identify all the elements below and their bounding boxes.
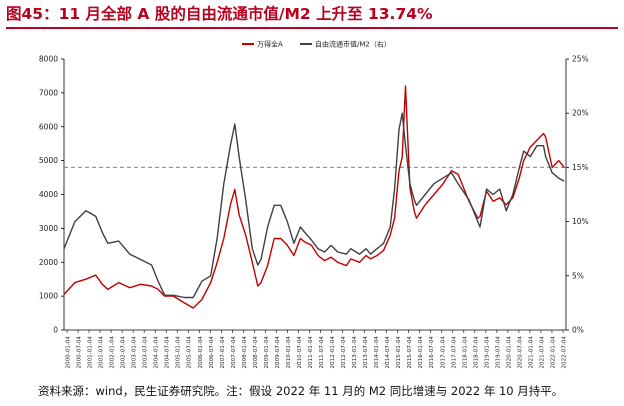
left-tick-label: 7000	[39, 88, 58, 97]
title-underline	[6, 27, 618, 29]
x-tick-label: 2020-01-04	[506, 336, 512, 369]
x-tick-label: 2004-07-04	[165, 336, 171, 369]
x-tick-label: 2011-01-04	[308, 336, 314, 369]
right-tick-label: 0%	[572, 326, 584, 335]
x-tick-label: 2007-07-04	[231, 336, 237, 369]
x-tick-label: 2015-07-04	[407, 336, 413, 369]
x-tick-label: 2003-01-04	[132, 336, 138, 369]
right-tick-label: 5%	[572, 271, 584, 280]
legend: 万得全A 自由流通市值/M2（右）	[242, 40, 391, 49]
series-lines	[63, 85, 565, 309]
x-tick-label: 2001-01-04	[88, 336, 94, 369]
left-tick-label: 4000	[39, 190, 58, 199]
axes: 0 1000 2000 3000 4000 5000 6000 7000 8000 0% 5% 10%…	[39, 55, 589, 369]
x-tick-label: 2018-07-04	[473, 336, 479, 369]
x-tick-label: 2016-07-04	[429, 336, 435, 369]
x-tick-label: 2021-01-04	[528, 336, 534, 369]
x-tick-label: 2022-01-04	[550, 336, 556, 369]
left-tick-label: 8000	[39, 55, 58, 64]
x-tick-label: 2021-07-04	[539, 336, 545, 369]
x-tick-label: 2002-01-04	[110, 336, 116, 369]
right-tick-label: 20%	[572, 109, 589, 118]
left-tick-label: 3000	[39, 224, 58, 233]
left-tick-label: 0	[53, 326, 58, 335]
x-tick-label: 2005-07-04	[187, 336, 193, 369]
x-tick-label: 2000-01-04	[66, 336, 72, 369]
legend-label-2: 自由流通市值/M2（右）	[315, 40, 391, 49]
legend-label-1: 万得全A	[257, 40, 283, 49]
x-tick-label: 2002-07-04	[121, 336, 127, 369]
x-tick-label: 2019-07-04	[495, 336, 501, 369]
x-tick-label: 2016-01-04	[418, 336, 424, 369]
x-tick-label: 2005-01-04	[176, 336, 182, 369]
x-tick-label: 2013-01-04	[352, 336, 358, 369]
right-tick-label: 25%	[572, 55, 589, 64]
x-tick-label: 2006-07-04	[209, 336, 215, 369]
left-tick-label: 5000	[39, 156, 58, 165]
x-tick-label: 2012-01-04	[330, 336, 336, 369]
x-tick-label: 2007-01-04	[220, 336, 226, 369]
x-tick-label: 2008-07-04	[253, 336, 259, 369]
x-tick-label: 2012-07-04	[341, 336, 347, 369]
left-tick-label: 1000	[39, 292, 58, 301]
x-tick-label: 2019-01-04	[484, 336, 490, 369]
x-tick-label: 2022-07-04	[562, 336, 568, 369]
x-tick-label: 2018-01-04	[462, 336, 468, 369]
series-line-1	[63, 85, 565, 309]
x-tick-label: 2004-01-04	[154, 336, 160, 369]
x-tick-label: 2014-07-04	[385, 336, 391, 369]
x-tick-label: 2010-07-04	[297, 336, 303, 369]
left-tick-label: 2000	[39, 258, 58, 267]
series-line-2	[63, 112, 565, 299]
x-tick-label: 2020-07-04	[517, 336, 523, 369]
x-tick-label: 2011-07-04	[319, 336, 325, 369]
right-tick-label: 15%	[572, 163, 589, 172]
x-tick-label: 2010-01-04	[286, 336, 292, 369]
x-tick-label: 2003-07-04	[143, 336, 149, 369]
x-tick-label: 2000-07-04	[77, 336, 83, 369]
x-tick-label: 2001-07-04	[99, 336, 105, 369]
x-tick-label: 2017-01-04	[440, 336, 446, 369]
x-tick-label: 2013-07-04	[363, 336, 369, 369]
x-tick-label: 2009-01-04	[264, 336, 270, 369]
x-tick-label: 2014-01-04	[374, 336, 380, 369]
x-tick-label: 2015-01-04	[396, 336, 402, 369]
right-tick-label: 10%	[572, 217, 589, 226]
x-tick-label: 2006-01-04	[198, 336, 204, 369]
source-note: 资料来源：wind，民生证券研究院。注：假设 2022 年 11 月的 M2 同…	[38, 384, 564, 398]
x-tick-label: 2017-07-04	[451, 336, 457, 369]
x-tick-label: 2008-01-04	[242, 336, 248, 369]
figure-title: 图45：11 月全部 A 股的自由流通市值/M2 上升至 13.74%	[6, 5, 433, 23]
chart: 0 1000 2000 3000 4000 5000 6000 7000 8000 0% 5% 10%…	[39, 40, 589, 369]
x-tick-label: 2009-07-04	[275, 336, 281, 369]
left-tick-label: 6000	[39, 122, 58, 131]
